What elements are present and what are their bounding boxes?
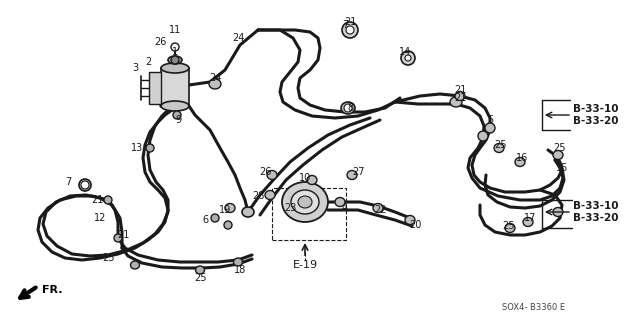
Text: 24: 24 (209, 73, 221, 83)
Text: 13: 13 (131, 143, 143, 153)
Ellipse shape (195, 266, 205, 274)
Text: 21: 21 (344, 17, 356, 27)
Circle shape (344, 104, 352, 112)
Text: 19: 19 (219, 205, 231, 215)
Ellipse shape (307, 175, 317, 185)
Ellipse shape (478, 131, 488, 141)
Text: 1: 1 (172, 47, 178, 57)
Text: B-33-10
B-33-20: B-33-10 B-33-20 (573, 104, 618, 126)
Text: FR.: FR. (42, 285, 63, 295)
Bar (272, 188, 346, 240)
Text: 2: 2 (145, 57, 151, 67)
Ellipse shape (298, 196, 312, 208)
Text: 25: 25 (502, 221, 515, 231)
Ellipse shape (131, 261, 140, 269)
Circle shape (171, 56, 179, 64)
Ellipse shape (161, 63, 189, 73)
Ellipse shape (242, 207, 254, 217)
Ellipse shape (505, 223, 515, 233)
Ellipse shape (234, 258, 243, 266)
Text: 10: 10 (299, 173, 311, 183)
Circle shape (342, 22, 358, 38)
Text: 3: 3 (132, 63, 138, 73)
Text: 25: 25 (194, 273, 206, 283)
Text: 9: 9 (175, 115, 181, 125)
Ellipse shape (265, 190, 275, 199)
Ellipse shape (523, 218, 533, 227)
Ellipse shape (104, 196, 112, 204)
Ellipse shape (146, 144, 154, 152)
Circle shape (81, 181, 89, 189)
Ellipse shape (553, 150, 563, 159)
Ellipse shape (494, 143, 504, 153)
Text: 4: 4 (342, 203, 348, 213)
Text: 25: 25 (493, 140, 506, 150)
Ellipse shape (209, 79, 221, 89)
Ellipse shape (553, 207, 563, 217)
Ellipse shape (405, 215, 415, 225)
Ellipse shape (347, 171, 357, 180)
Text: 15: 15 (556, 163, 568, 173)
Ellipse shape (173, 111, 181, 119)
Text: 7: 7 (342, 20, 348, 30)
Text: 23: 23 (284, 203, 296, 213)
Bar (149, 72, 161, 104)
Text: E-19: E-19 (292, 260, 317, 270)
Text: 8: 8 (347, 103, 353, 113)
Text: 25: 25 (554, 143, 566, 153)
Ellipse shape (341, 102, 355, 114)
Ellipse shape (267, 171, 277, 180)
Text: 21: 21 (454, 93, 466, 103)
Text: B-33-10
B-33-20: B-33-10 B-33-20 (573, 201, 618, 223)
Ellipse shape (79, 179, 91, 191)
Ellipse shape (485, 123, 495, 133)
Ellipse shape (282, 182, 328, 222)
Circle shape (171, 43, 179, 51)
Text: 21: 21 (454, 85, 466, 95)
Text: SOX4- B3360 E: SOX4- B3360 E (502, 303, 565, 312)
Text: 21: 21 (117, 230, 129, 240)
Text: 25: 25 (102, 253, 115, 263)
Circle shape (401, 51, 415, 65)
Text: 6: 6 (202, 215, 208, 225)
Text: 14: 14 (399, 47, 411, 57)
Ellipse shape (450, 97, 462, 107)
Text: 26: 26 (259, 167, 271, 177)
Ellipse shape (455, 92, 465, 100)
Text: 5: 5 (487, 115, 493, 125)
Circle shape (174, 112, 180, 118)
Text: 12: 12 (94, 213, 106, 223)
Ellipse shape (224, 221, 232, 229)
Circle shape (405, 55, 411, 61)
Text: 21: 21 (91, 195, 103, 205)
Ellipse shape (211, 214, 219, 222)
Ellipse shape (225, 204, 235, 212)
Circle shape (346, 26, 354, 34)
Ellipse shape (335, 197, 345, 206)
Ellipse shape (114, 234, 122, 242)
Text: 11: 11 (169, 25, 181, 35)
Text: 7: 7 (65, 177, 71, 187)
Text: 20: 20 (409, 220, 421, 230)
Text: 24: 24 (232, 33, 244, 43)
Ellipse shape (515, 157, 525, 166)
Text: 28: 28 (252, 191, 264, 201)
Text: 16: 16 (516, 153, 528, 163)
Ellipse shape (168, 56, 182, 64)
Text: 22: 22 (374, 205, 387, 215)
Text: 26: 26 (154, 37, 166, 47)
Ellipse shape (291, 190, 319, 214)
Text: 17: 17 (524, 213, 536, 223)
Text: 27: 27 (352, 167, 364, 177)
Ellipse shape (161, 101, 189, 111)
Bar (161, 68, 189, 106)
Ellipse shape (373, 204, 383, 212)
Text: 18: 18 (234, 265, 246, 275)
